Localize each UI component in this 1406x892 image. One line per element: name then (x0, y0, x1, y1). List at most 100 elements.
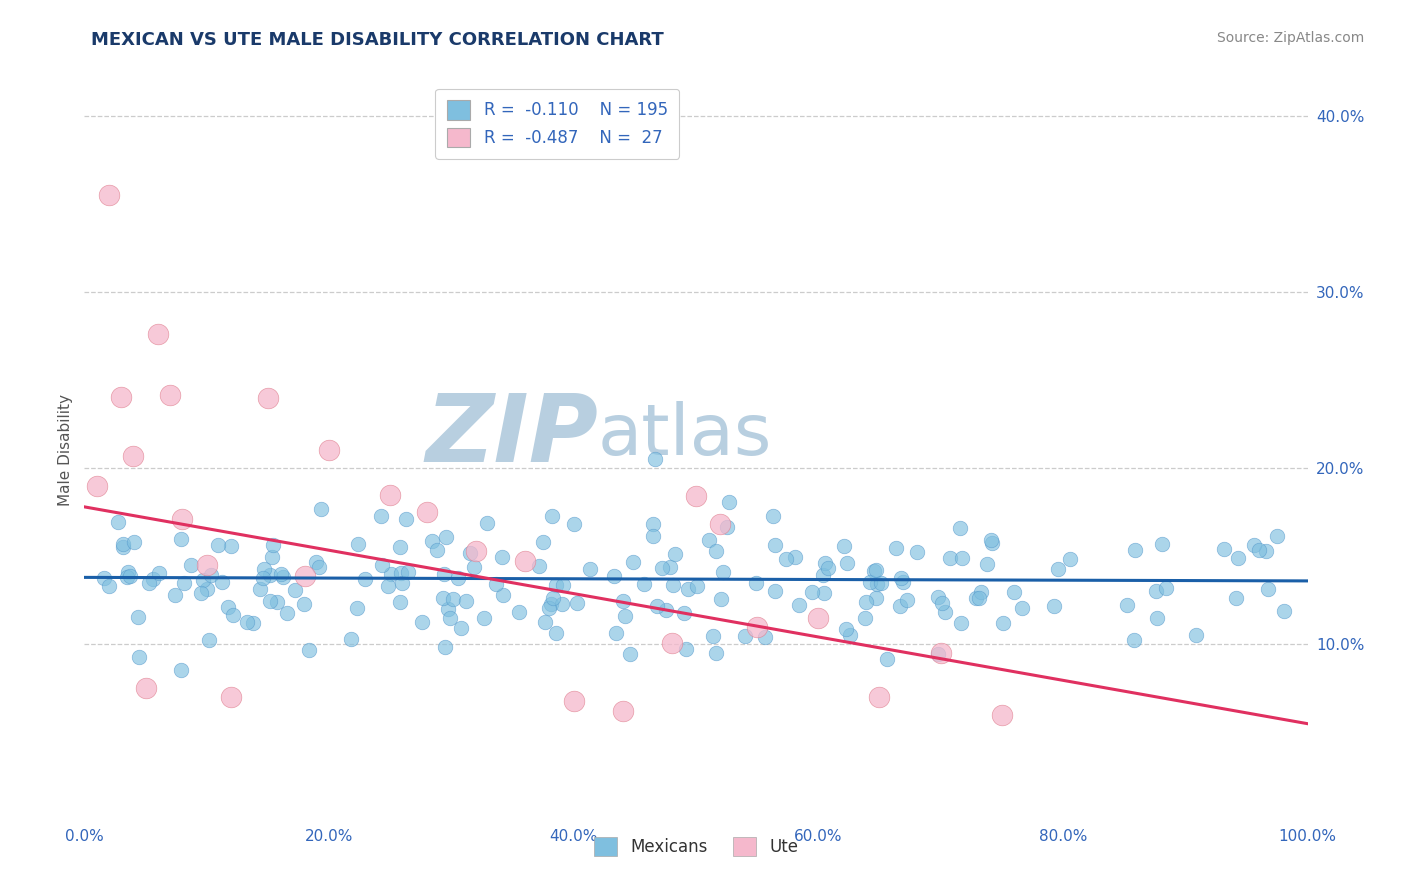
Point (257, 391, 280, 405)
Point (380, 487, 402, 501)
Point (562, 694, 585, 708)
Point (242, 616, 264, 631)
Point (991, 615, 1014, 630)
Point (458, 546, 481, 560)
Point (896, 593, 918, 607)
Point (884, 541, 907, 555)
Point (180, 558, 202, 572)
Point (122, 449, 145, 463)
Point (1247, 543, 1270, 558)
Point (170, 663, 193, 677)
Point (389, 595, 412, 609)
Point (1059, 552, 1081, 566)
Point (262, 549, 284, 564)
Point (437, 601, 460, 615)
Point (950, 551, 973, 566)
Point (110, 390, 132, 404)
Point (1116, 598, 1139, 612)
Point (1043, 599, 1066, 614)
Point (747, 620, 769, 634)
Point (271, 570, 294, 584)
Point (934, 605, 956, 619)
Point (970, 585, 993, 599)
Point (222, 607, 245, 622)
Point (513, 554, 536, 568)
Point (197, 582, 219, 596)
Point (433, 566, 456, 581)
Point (142, 573, 165, 587)
Point (1144, 584, 1167, 599)
Point (305, 556, 328, 570)
Point (1150, 536, 1173, 550)
Point (837, 556, 859, 570)
Point (704, 544, 727, 558)
Point (308, 560, 330, 574)
Point (813, 568, 835, 582)
Point (1046, 561, 1069, 575)
Point (644, 452, 666, 467)
Point (889, 599, 911, 613)
Point (931, 596, 953, 610)
Point (814, 556, 837, 570)
Point (396, 565, 419, 579)
Point (527, 558, 550, 573)
Point (294, 569, 316, 583)
Point (388, 540, 411, 554)
Point (1185, 628, 1208, 642)
Point (661, 578, 683, 592)
Point (190, 586, 212, 600)
Text: atlas: atlas (598, 401, 772, 470)
Point (1146, 611, 1168, 625)
Point (93, 571, 115, 585)
Point (1011, 601, 1033, 615)
Point (853, 611, 876, 625)
Point (613, 609, 636, 624)
Point (340, 632, 363, 647)
Point (734, 629, 756, 643)
Point (605, 626, 627, 640)
Point (762, 508, 785, 523)
Point (97, 579, 120, 593)
Point (266, 595, 288, 609)
Point (949, 521, 972, 535)
Point (1243, 538, 1265, 552)
Point (950, 615, 973, 630)
Point (491, 550, 513, 565)
Point (86, 479, 108, 493)
Point (685, 489, 707, 503)
Point (745, 576, 768, 591)
Point (436, 531, 458, 545)
Point (664, 548, 686, 562)
Point (249, 582, 271, 596)
Point (172, 512, 194, 526)
Point (787, 598, 810, 612)
Point (259, 567, 281, 582)
Point (1154, 581, 1177, 595)
Point (439, 611, 461, 625)
Point (472, 611, 495, 625)
Text: Source: ZipAtlas.com: Source: ZipAtlas.com (1216, 31, 1364, 45)
Point (127, 610, 149, 624)
Point (1213, 541, 1236, 556)
Point (163, 588, 186, 602)
Point (546, 577, 568, 591)
Point (217, 599, 239, 614)
Point (211, 575, 233, 590)
Point (865, 563, 887, 577)
Point (905, 544, 928, 558)
Point (612, 593, 634, 607)
Point (112, 537, 135, 551)
Point (551, 578, 574, 592)
Point (128, 649, 150, 664)
Point (170, 533, 193, 547)
Point (783, 549, 806, 564)
Point (763, 538, 786, 552)
Point (675, 642, 697, 657)
Point (1265, 529, 1288, 543)
Point (432, 591, 454, 606)
Y-axis label: Male Disability: Male Disability (58, 394, 73, 507)
Point (672, 606, 695, 620)
Point (890, 571, 912, 585)
Point (112, 540, 135, 554)
Point (198, 633, 221, 648)
